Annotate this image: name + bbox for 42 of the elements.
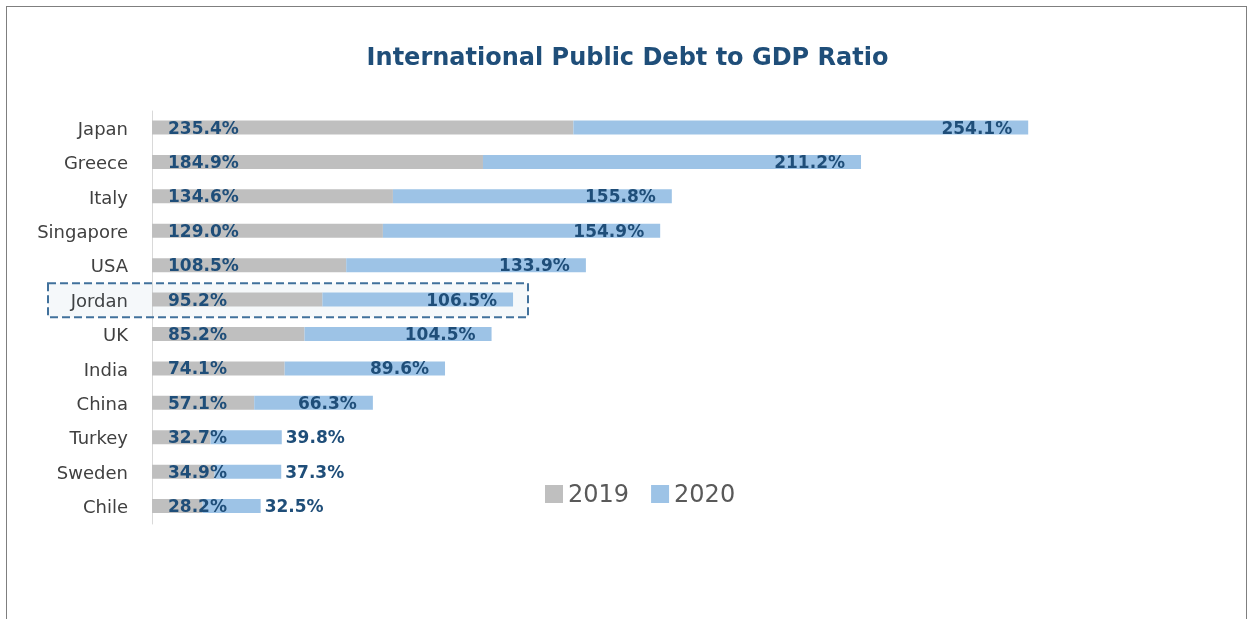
- data-label: 254.1%: [941, 117, 1013, 138]
- y-tick-label: Japan: [76, 117, 128, 139]
- data-label: 37.3%: [285, 461, 345, 482]
- data-label: 39.8%: [285, 427, 345, 448]
- data-label: 106.5%: [426, 289, 498, 310]
- data-label: 95.2%: [168, 289, 227, 310]
- data-label: 28.2%: [168, 496, 227, 517]
- data-label: 57.1%: [168, 392, 227, 413]
- data-label: 32.7%: [168, 427, 227, 448]
- data-label: 184.9%: [168, 151, 239, 172]
- y-tick-label: Greece: [63, 152, 128, 174]
- y-tick-label: Jordan: [69, 289, 128, 311]
- data-label: 66.3%: [297, 392, 357, 413]
- y-tick-label: Chile: [82, 496, 128, 518]
- data-label: 129.0%: [168, 220, 239, 241]
- data-label: 108.5%: [168, 255, 239, 276]
- y-tick-label: China: [76, 393, 128, 415]
- data-label: 134.6%: [168, 186, 239, 207]
- data-label: 34.9%: [168, 461, 227, 482]
- legend-label: 2020: [674, 480, 736, 508]
- y-tick-label: Turkey: [68, 427, 129, 449]
- data-label: 211.2%: [774, 151, 846, 172]
- chart-title: International Public Debt to GDP Ratio: [366, 43, 889, 71]
- bar: [152, 120, 574, 135]
- y-tick-label: Sweden: [56, 461, 128, 483]
- bar: [573, 120, 1029, 135]
- data-label: 155.8%: [585, 186, 656, 207]
- data-label: 74.1%: [168, 358, 227, 379]
- bar: [482, 154, 862, 169]
- y-tick-label: USA: [90, 255, 129, 277]
- y-tick-label: India: [83, 358, 128, 380]
- data-label: 104.5%: [404, 324, 476, 345]
- data-label: 85.2%: [168, 324, 227, 345]
- data-label: 133.9%: [499, 255, 570, 276]
- y-tick-label: UK: [103, 324, 130, 346]
- data-label: 89.6%: [370, 358, 430, 379]
- y-tick-label: Singapore: [37, 220, 128, 242]
- data-label: 235.4%: [168, 117, 239, 138]
- legend-label: 2019: [568, 480, 630, 508]
- y-tick-label: Italy: [88, 186, 129, 208]
- data-label: 32.5%: [264, 496, 324, 517]
- data-label: 154.9%: [573, 220, 645, 241]
